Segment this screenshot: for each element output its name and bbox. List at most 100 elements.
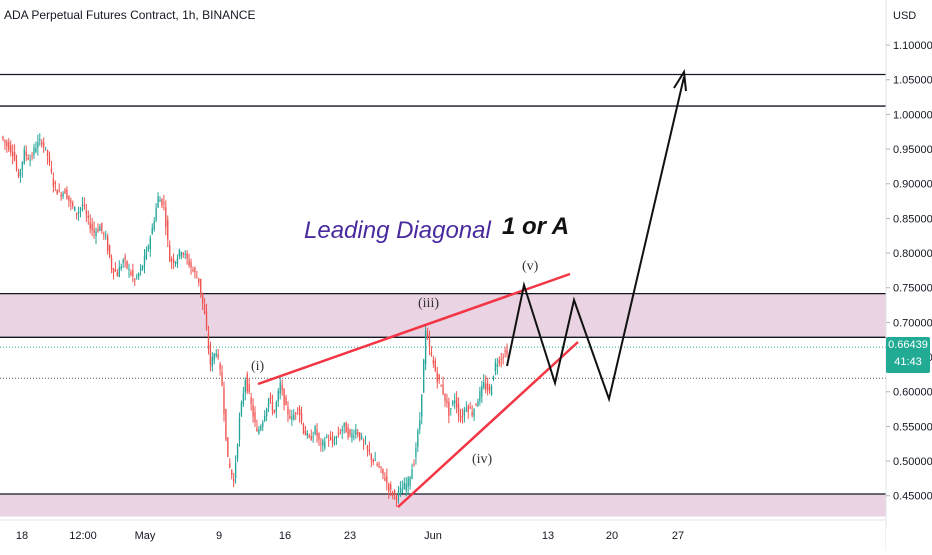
leading-diagonal-label: Leading Diagonal [304, 217, 491, 244]
candle-body [221, 372, 223, 386]
candle-body [362, 440, 365, 442]
candle-body [83, 204, 86, 207]
candle-body [44, 147, 47, 149]
wave-label-iii: (iii) [418, 296, 439, 311]
candle-body [364, 443, 367, 445]
y-axis[interactable]: 1.10000 1.05000 1.00000 0.95000 0.90000 0.850… [886, 40, 932, 503]
candle-body [143, 255, 146, 266]
x-tick-label: 16 [279, 530, 291, 542]
candle-body [296, 408, 299, 410]
projection-path[interactable] [506, 76, 685, 403]
candle-body [25, 151, 27, 156]
axis-corner[interactable] [886, 528, 932, 550]
candle-body [312, 436, 314, 438]
candle-body [463, 409, 466, 416]
candle-body [337, 433, 340, 435]
candle-body [101, 222, 103, 231]
candle-body [295, 412, 297, 414]
candle-body [500, 358, 502, 360]
candle-body [426, 334, 429, 338]
candle-body [50, 168, 53, 173]
lower-trendline[interactable] [397, 341, 579, 508]
candle-body [132, 270, 134, 277]
candle-body [370, 453, 373, 460]
candle-body [72, 202, 74, 207]
candle-body [2, 136, 4, 140]
candle-body [37, 141, 39, 148]
candle-body [366, 445, 369, 450]
candle-body [289, 415, 291, 419]
y-tick-label: 0.80000 [893, 248, 932, 260]
candle-body [116, 272, 119, 277]
x-tick-label: 23 [344, 530, 356, 542]
x-axis[interactable]: 18 12:00 May 9 16 23 Jun 13 20 27 [16, 530, 684, 542]
candle-body [27, 157, 29, 160]
candle-body [167, 220, 169, 240]
candle-body [368, 449, 371, 453]
candle-body [450, 408, 452, 410]
candle-body [126, 260, 128, 268]
candle-body [465, 408, 467, 411]
wave-label-i: (i) [251, 359, 265, 374]
candle-body [31, 155, 33, 157]
candle-body [401, 488, 404, 494]
candle-body [201, 292, 204, 304]
candle-body [165, 207, 167, 228]
candle-body [262, 422, 264, 428]
candle-body [260, 426, 262, 430]
candle-body [112, 268, 115, 274]
candle-body [172, 259, 175, 263]
candle-body [372, 459, 374, 463]
candle-body [91, 224, 93, 230]
candle-body [376, 464, 378, 466]
candle-body [151, 227, 153, 235]
candle-body [488, 387, 491, 390]
candle-body [442, 384, 444, 394]
candle-body [244, 379, 246, 393]
y-tick-label: 0.60000 [893, 387, 932, 399]
candle-body [33, 147, 35, 156]
candle-body [23, 149, 25, 163]
candle-body [213, 353, 215, 361]
candle-body [15, 160, 18, 170]
candle-body [357, 432, 359, 436]
candle-body [322, 440, 324, 446]
candle-body [242, 393, 245, 405]
candle-body [174, 262, 177, 265]
candle-body [457, 403, 460, 416]
candle-body [351, 433, 353, 439]
candle-body [137, 273, 140, 277]
candle-body [93, 228, 95, 233]
candle-body [196, 277, 198, 279]
candle-body [225, 408, 227, 440]
candle-body [343, 422, 345, 427]
candle-body [19, 170, 22, 177]
candle-body [413, 464, 415, 466]
bar-countdown: 41:43 [894, 356, 922, 368]
candle-body [432, 360, 435, 364]
x-tick-label: 27 [672, 530, 684, 542]
candle-body [349, 429, 351, 435]
y-tick-label: 0.75000 [893, 283, 932, 295]
candle-body [207, 333, 210, 349]
candle-body [326, 436, 328, 438]
candle-body [87, 215, 89, 218]
candle-body [68, 195, 70, 201]
candle-body [139, 268, 142, 272]
candle-body [355, 429, 357, 435]
candle-body [97, 229, 99, 232]
candle-body [391, 492, 394, 496]
y-tick-label: 1.05000 [893, 75, 932, 87]
candle-body [411, 469, 413, 479]
chart-title: ADA Perpetual Futures Contract, 1h, BINA… [4, 8, 256, 22]
candle-body [395, 495, 398, 500]
candle-body [407, 478, 409, 487]
candle-body [430, 352, 433, 356]
candle-body [285, 397, 287, 406]
candle-body [56, 189, 58, 195]
upper-trendline[interactable] [257, 272, 571, 386]
candle-body [130, 272, 132, 276]
candle-body [141, 265, 144, 270]
candle-body [43, 143, 45, 147]
candle-body [345, 422, 347, 433]
